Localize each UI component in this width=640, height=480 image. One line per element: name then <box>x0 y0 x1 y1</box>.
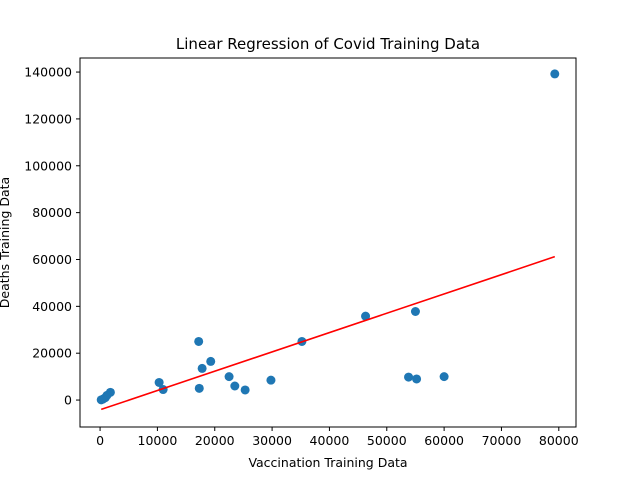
scatter-point <box>197 363 207 373</box>
x-tick-label: 50000 <box>367 433 407 448</box>
y-tick-label: 80000 <box>32 205 72 220</box>
x-tick-label: 0 <box>96 433 104 448</box>
scatter-point <box>194 336 204 346</box>
scatter-point <box>194 383 204 393</box>
x-tick-label: 60000 <box>424 433 464 448</box>
scatter-point <box>224 372 234 382</box>
scatter-point <box>404 372 414 382</box>
x-tick-label: 40000 <box>310 433 350 448</box>
plot-area <box>79 57 577 428</box>
y-tick-label: 60000 <box>32 252 72 267</box>
axes-frame <box>79 57 577 428</box>
series-layer <box>96 69 560 411</box>
regression-line <box>100 255 556 411</box>
scatter-point <box>550 69 560 79</box>
y-tick-label: 100000 <box>24 158 72 173</box>
y-tick-label: 40000 <box>32 299 72 314</box>
scatter-point <box>206 356 216 366</box>
chart-title: Linear Regression of Covid Training Data <box>176 35 480 53</box>
x-tick-label: 80000 <box>539 433 579 448</box>
x-axis: 0 10000 20000 30000 40000 50000 60000 70000 8000… <box>96 427 579 448</box>
x-tick-label: 30000 <box>252 433 292 448</box>
x-tick-label: 70000 <box>482 433 522 448</box>
scatter-point <box>410 306 420 316</box>
x-axis-label: Vaccination Training Data <box>248 455 407 470</box>
scatter-point <box>361 311 371 321</box>
scatter-point <box>412 374 422 384</box>
scatter-point <box>240 385 250 395</box>
y-axis-label: Deaths Training Data <box>0 177 12 308</box>
y-tick-label: 140000 <box>24 65 72 80</box>
scatter-point <box>230 381 240 391</box>
y-tick-label: 0 <box>64 393 72 408</box>
x-tick-label: 20000 <box>195 433 235 448</box>
scatter-point <box>96 395 106 405</box>
x-tick-label: 10000 <box>138 433 178 448</box>
y-tick-label: 20000 <box>32 346 72 361</box>
y-tick-label: 120000 <box>24 111 72 126</box>
scatter-point <box>439 372 449 382</box>
scatter-point <box>154 377 164 387</box>
y-axis: 0 20000 40000 60000 80000 100000 120000 140000 <box>24 65 80 408</box>
scatter-point <box>266 375 276 385</box>
